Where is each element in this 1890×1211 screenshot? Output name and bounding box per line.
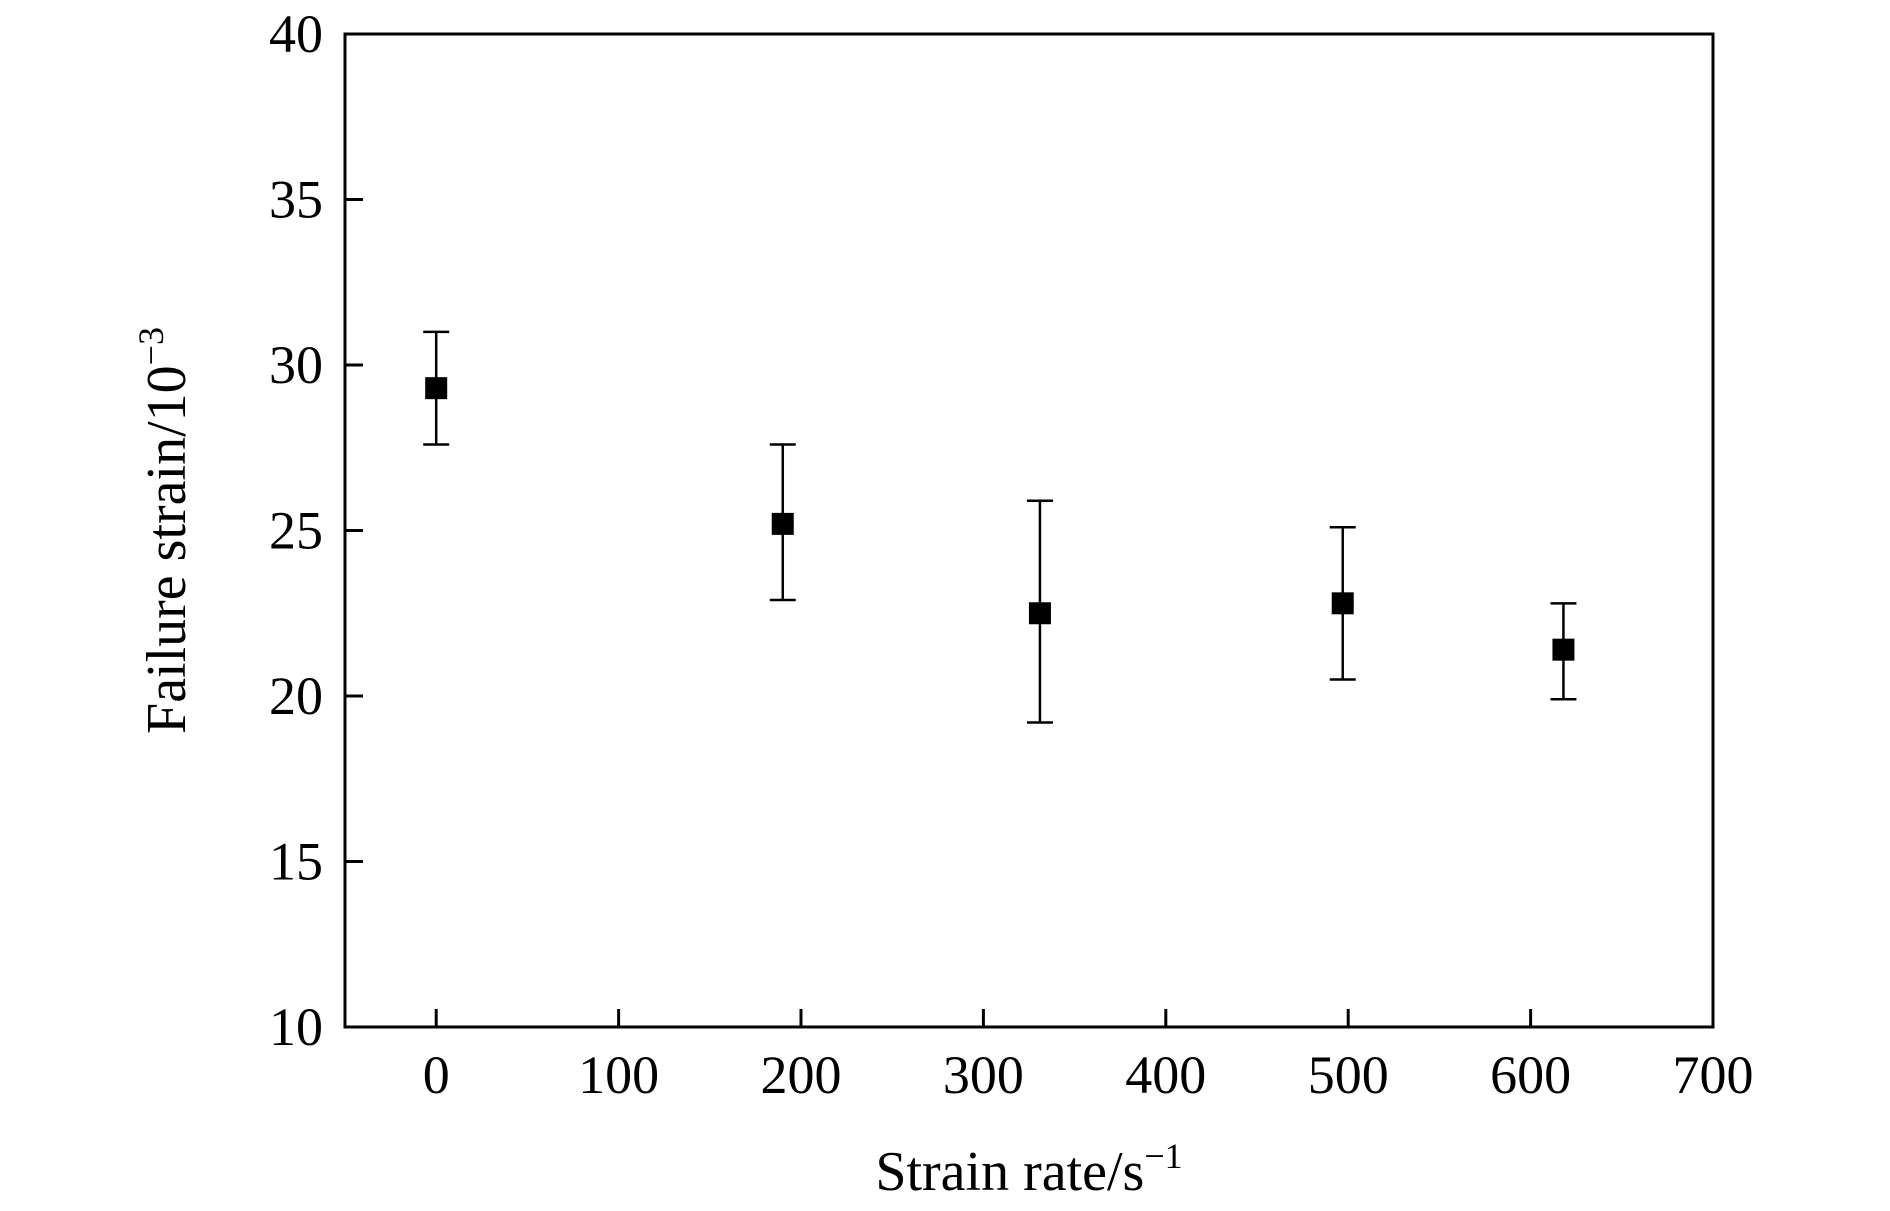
x-axis-title-text: Strain rate/s bbox=[875, 1141, 1144, 1203]
y-axis-title: Failure strain/10−3 bbox=[131, 327, 198, 734]
error-bars bbox=[423, 330, 1577, 724]
data-point bbox=[425, 377, 448, 400]
x-tick-label: 700 bbox=[1673, 1045, 1754, 1105]
y-axis-title-text: Failure strain/10 bbox=[136, 365, 198, 734]
plot-frame bbox=[343, 32, 1715, 1029]
y-tick-label: 25 bbox=[269, 501, 323, 561]
y-tick-label: 10 bbox=[269, 997, 323, 1057]
x-tick-label: 0 bbox=[423, 1045, 450, 1105]
data-point bbox=[1331, 592, 1354, 615]
x-tick-label: 200 bbox=[761, 1045, 842, 1105]
y-tick-label: 40 bbox=[269, 4, 323, 64]
data-markers bbox=[425, 377, 1575, 661]
x-tick-label: 100 bbox=[578, 1045, 659, 1105]
data-point bbox=[1552, 638, 1575, 661]
x-axis-title-superscript: −1 bbox=[1144, 1136, 1182, 1176]
x-axis-title: Strain rate/s−1 bbox=[875, 1136, 1182, 1203]
x-tick-label: 400 bbox=[1125, 1045, 1206, 1105]
data-point bbox=[771, 512, 794, 535]
x-tick-label: 500 bbox=[1308, 1045, 1389, 1105]
ticks-layer: 0 100 200 300 400 500 600 700 10 15 20 25 30 35 40 bbox=[269, 4, 1754, 1105]
y-tick-label: 35 bbox=[269, 170, 323, 230]
x-tick-label: 300 bbox=[943, 1045, 1024, 1105]
y-tick-label: 20 bbox=[269, 666, 323, 726]
data-point bbox=[1028, 602, 1051, 625]
y-tick-label: 15 bbox=[269, 832, 323, 892]
x-tick-label: 600 bbox=[1490, 1045, 1571, 1105]
y-axis-title-superscript: −3 bbox=[131, 327, 171, 365]
y-tick-label: 30 bbox=[269, 335, 323, 395]
